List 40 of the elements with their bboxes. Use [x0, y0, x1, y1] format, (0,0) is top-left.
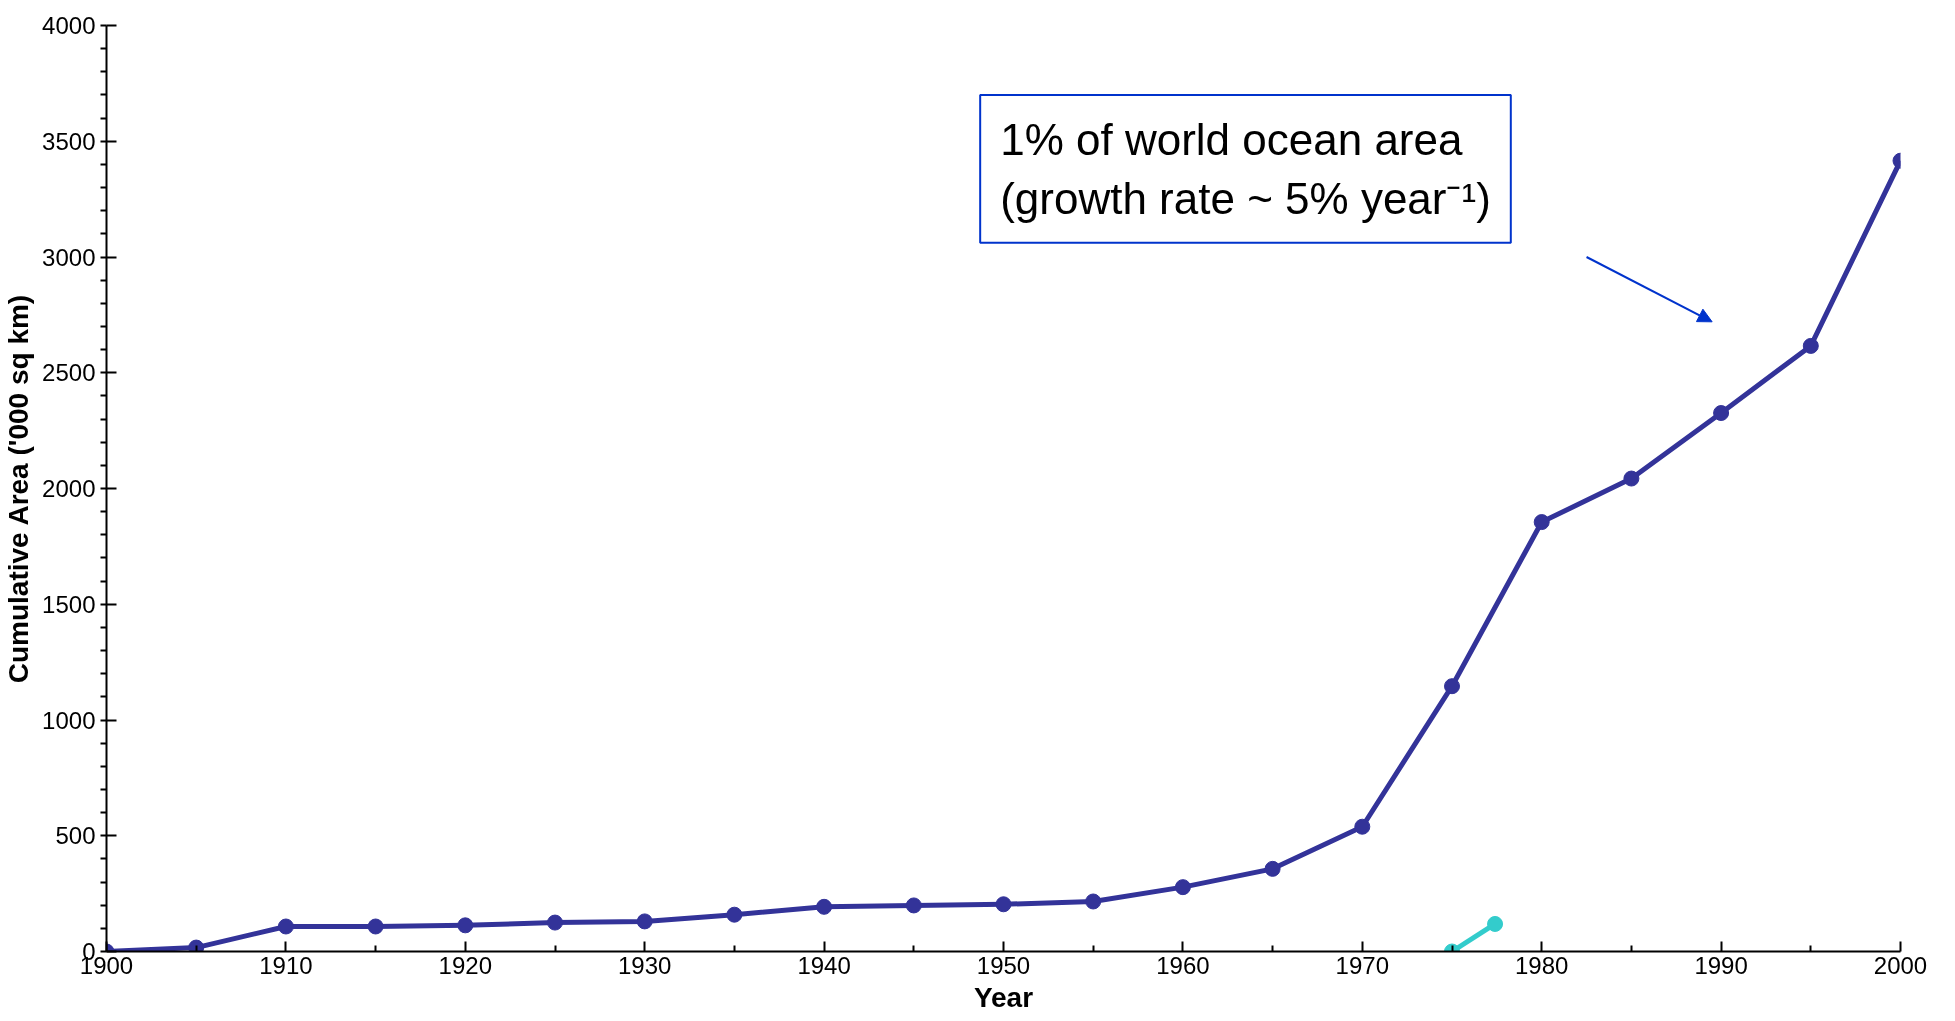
x-tick-label: 1960: [1156, 951, 1210, 979]
y-tick-label: 500: [55, 822, 96, 850]
point: [1174, 879, 1191, 896]
y-tick-label: 3000: [42, 243, 96, 271]
x-tick-label: 1980: [1515, 951, 1569, 979]
point: [277, 918, 294, 935]
point: [816, 898, 833, 915]
point: [1354, 818, 1371, 835]
point: [547, 914, 563, 931]
y-tick-label: 2000: [42, 475, 96, 502]
x-tick-label: 1910: [259, 951, 313, 979]
y-tick-label: 1500: [42, 590, 96, 618]
point: [995, 896, 1012, 913]
y-tick-label: 1000: [42, 706, 96, 734]
point: [457, 917, 474, 934]
point: [1264, 860, 1281, 877]
y-tick-label: 3500: [42, 127, 96, 155]
x-tick-label: 1970: [1335, 951, 1389, 979]
y-tick-label: 2500: [42, 359, 96, 387]
point: [1085, 893, 1102, 910]
point: [1623, 470, 1640, 487]
annotation: 1% of world ocean area (growth rate ~ 5% year⁻¹): [1000, 114, 1491, 223]
x-tick-label: 1930: [618, 951, 672, 979]
y-tick-label: 4000: [42, 12, 96, 39]
x-tick-label: 1940: [797, 951, 851, 979]
point: [636, 913, 653, 930]
y-axis-title: Cumulative Area ('000 sq km): [3, 294, 35, 684]
x-axis-title: Year: [973, 981, 1034, 1013]
point: [1713, 405, 1730, 422]
point: [1487, 915, 1504, 932]
point: [1533, 514, 1550, 531]
point: [1802, 337, 1819, 354]
point: [1444, 678, 1460, 695]
x-tick-label: 2000: [1873, 951, 1928, 979]
x-tick-label: 1990: [1694, 951, 1748, 979]
point: [905, 897, 922, 914]
point: [367, 918, 384, 935]
x-tick-label: 1950: [976, 951, 1031, 979]
point: [726, 906, 743, 923]
x-tick-label: 1920: [438, 951, 492, 979]
